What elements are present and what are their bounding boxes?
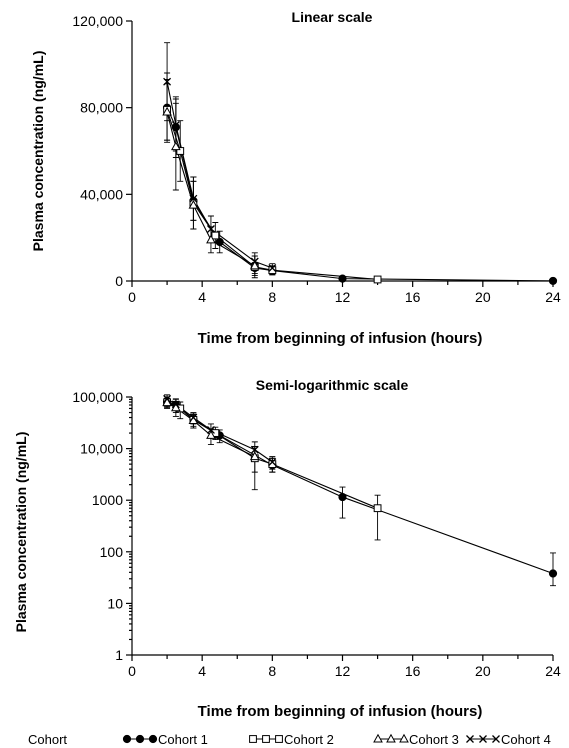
legend-marker (479, 735, 487, 743)
cohort-1-point (548, 276, 558, 286)
cohort-4-point (268, 264, 277, 272)
y-tick-label: 100,000 (72, 389, 123, 405)
x-tick-label: 16 (405, 289, 421, 305)
y-axis-label: Plasma concentration (ng/mL) (30, 51, 46, 252)
cohort-4-point (268, 458, 277, 466)
legend-item-cohort-4: Cohort 4 (466, 732, 551, 747)
cohort-2-point (211, 231, 220, 240)
y-tick-label: 1 (115, 647, 123, 663)
cohort-4-point (171, 121, 180, 129)
legend-label: Cohort 1 (158, 732, 208, 747)
cohort-2-series-line (166, 401, 378, 509)
x-tick-label: 16 (405, 663, 421, 679)
cohort-4-point (163, 394, 172, 403)
legend-marker (249, 735, 257, 743)
legend-label: Cohort 3 (409, 732, 459, 747)
legend: Cohort Cohort 1 Cohort 2 Cohort 3 Cohort 4 (28, 732, 551, 747)
cohort-1-error-bar (339, 486, 346, 519)
x-tick-label: 8 (268, 663, 276, 679)
cohort-1-series-line (166, 401, 554, 575)
legend-item-cohort-1: Cohort 1 (122, 732, 208, 747)
y-tick-label: 10,000 (80, 441, 123, 457)
cohort-3-point (249, 260, 260, 270)
y-tick-label: 40,000 (80, 186, 123, 202)
x-axis-label: Time from beginning of infusion (hours) (198, 330, 483, 347)
chart-title: Linear scale (292, 9, 373, 25)
cohort-3-point (171, 141, 181, 151)
y-axis-label: Plasma concentration (ng/mL) (13, 432, 29, 633)
cohort-4-point (163, 77, 172, 86)
legend-marker (262, 735, 270, 743)
cohort-1-error-bar (550, 552, 556, 587)
x-tick-label: 0 (128, 663, 136, 679)
cohort-4-point (189, 413, 198, 422)
cohort-2-series-line (166, 109, 378, 281)
cohort-2-error-bar (374, 494, 381, 541)
x-tick-label: 24 (545, 663, 561, 679)
chart-title: Semi-logarithmic scale (256, 377, 409, 393)
legend-marker (122, 734, 132, 744)
cohort-3-point (162, 106, 172, 116)
legend-marker (148, 734, 158, 744)
legend-item-cohort-3: Cohort 3 (373, 732, 459, 747)
legend-item-cohort-2: Cohort 2 (249, 732, 334, 747)
x-tick-label: 20 (475, 289, 491, 305)
cohort-1-point (338, 274, 347, 283)
x-tick-label: 4 (198, 289, 206, 305)
cohort-2-point (373, 275, 382, 284)
cohort-1-point (215, 237, 224, 247)
y-tick-label: 80,000 (80, 100, 123, 116)
cohort-4-point (189, 194, 198, 203)
legend-marker (373, 733, 383, 743)
x-tick-label: 8 (268, 289, 276, 305)
semi-log-scale-chart: Semi-logarithmic scale Plasma concentrat… (13, 377, 561, 720)
cohort-4-point (206, 225, 215, 233)
y-tick-label: 100 (100, 544, 124, 560)
cohort-2-point (268, 266, 277, 275)
cohort-3-point (162, 397, 172, 407)
cohort-1-series-line (166, 107, 554, 282)
legend-label: Cohort 4 (501, 732, 551, 747)
legend-marker (135, 734, 145, 744)
cohort-2-point (268, 460, 277, 469)
legend-marker (275, 735, 283, 743)
y-tick-label: 10 (107, 595, 123, 611)
legend-marker (399, 733, 409, 743)
x-tick-label: 4 (198, 663, 206, 679)
legend-marker (386, 733, 396, 743)
cohort-4-point (250, 257, 259, 266)
cohort-4-point (206, 425, 215, 434)
x-tick-label: 20 (475, 663, 491, 679)
legend-title: Cohort (28, 732, 67, 747)
y-tick-label: 0 (115, 273, 123, 289)
cohort-2-point (176, 147, 185, 155)
y-tick-label: 120,000 (72, 13, 123, 29)
y-tick-label: 1000 (92, 492, 123, 508)
cohort-3-point (188, 199, 199, 209)
cohort-3-point (206, 430, 216, 439)
cohort-4-series-line (166, 81, 273, 269)
legend-marker (466, 735, 474, 743)
legend-marker (492, 735, 500, 743)
x-tick-label: 24 (545, 289, 561, 305)
legend-label: Cohort 2 (284, 732, 334, 747)
cohort-4-point (250, 445, 259, 454)
cohort-1-point (171, 123, 180, 132)
cohort-4-point (171, 400, 180, 409)
linear-scale-chart: Linear scale Plasma concentration (ng/mL… (30, 9, 561, 347)
cohort-1-point (338, 492, 347, 502)
cohort-2-point (373, 504, 382, 513)
x-tick-label: 12 (335, 663, 351, 679)
cohort-1-point (548, 569, 558, 578)
x-axis-label: Time from beginning of infusion (hours) (198, 703, 483, 720)
x-tick-label: 12 (335, 289, 351, 305)
x-tick-label: 0 (128, 289, 136, 305)
cohort-3-point (206, 234, 216, 244)
cohort-3-point (249, 451, 260, 461)
